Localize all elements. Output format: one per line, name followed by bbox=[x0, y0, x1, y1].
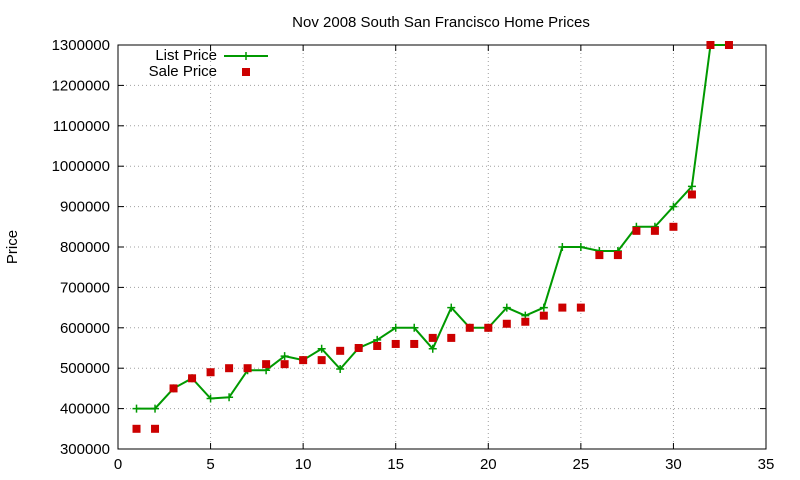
legend-label-sale-price: Sale Price bbox=[149, 63, 217, 80]
list-price-point bbox=[502, 303, 511, 312]
sale-price-point bbox=[669, 222, 678, 231]
list-price-point bbox=[447, 303, 456, 312]
x-tick-label: 35 bbox=[758, 456, 775, 473]
list-price-point bbox=[280, 352, 289, 361]
sale-price-point bbox=[151, 424, 160, 433]
sale-price-point bbox=[687, 190, 696, 199]
sale-price-point bbox=[576, 303, 585, 312]
sale-price-point bbox=[336, 346, 345, 355]
x-tick-label: 30 bbox=[665, 456, 682, 473]
sale-price-point bbox=[243, 364, 252, 373]
list-price-point bbox=[317, 344, 326, 353]
sale-price-point bbox=[650, 226, 659, 235]
list-price-point bbox=[558, 243, 567, 251]
list-price-point bbox=[206, 394, 215, 403]
sale-price-point bbox=[558, 303, 567, 312]
y-tick-label: 600000 bbox=[60, 320, 110, 337]
y-tick-label: 1000000 bbox=[52, 158, 110, 175]
legend-label-list-price: List Price bbox=[155, 47, 217, 64]
sale-price-point bbox=[724, 41, 733, 49]
sale-price-point bbox=[632, 226, 641, 235]
grid-lines bbox=[118, 45, 766, 449]
y-tick-label: 900000 bbox=[60, 199, 110, 216]
list-price-point bbox=[151, 404, 160, 413]
list-price-point bbox=[576, 243, 585, 251]
x-tick-label: 20 bbox=[480, 456, 497, 473]
x-tick-label: 5 bbox=[206, 456, 214, 473]
y-tick-label: 700000 bbox=[60, 279, 110, 296]
list-price-point bbox=[336, 365, 345, 374]
sale-price-point bbox=[280, 360, 289, 369]
list-price-point bbox=[391, 323, 400, 332]
y-tick-label: 400000 bbox=[60, 401, 110, 418]
legend: List Price Sale Price bbox=[149, 47, 268, 80]
x-tick-label: 10 bbox=[295, 456, 312, 473]
list-price-point bbox=[539, 303, 548, 312]
y-tick-label: 300000 bbox=[60, 441, 110, 458]
sale-price-point bbox=[169, 384, 178, 393]
x-tick-label: 0 bbox=[114, 456, 122, 473]
list-price-point bbox=[669, 202, 678, 211]
chart-title: Nov 2008 South San Francisco Home Prices bbox=[292, 14, 590, 31]
sale-price-point bbox=[465, 323, 474, 332]
sale-price-point bbox=[262, 360, 271, 369]
sale-price-point bbox=[317, 356, 326, 365]
sale-price-point bbox=[706, 41, 715, 49]
sale-price-point bbox=[428, 333, 437, 342]
sale-price-point bbox=[613, 251, 622, 260]
list-price-point bbox=[410, 323, 419, 332]
y-tick-label: 500000 bbox=[60, 360, 110, 377]
legend-marker-sale-price bbox=[242, 68, 250, 76]
y-tick-label: 800000 bbox=[60, 239, 110, 256]
sale-price-point bbox=[521, 317, 530, 326]
sale-price-point bbox=[354, 344, 363, 352]
sale-price-point bbox=[225, 364, 234, 373]
list-price-point bbox=[132, 404, 141, 413]
sale-price-point bbox=[484, 323, 493, 332]
sale-price-point bbox=[447, 333, 456, 342]
sale-price-point bbox=[373, 341, 382, 350]
list-price-point bbox=[428, 344, 437, 353]
axis-ticks: 0 5 10 15 20 25 30 35 300000 400000 500000 600000 70… bbox=[52, 37, 775, 473]
x-tick-label: 15 bbox=[387, 456, 404, 473]
y-tick-label: 1300000 bbox=[52, 37, 110, 54]
sale-price-point bbox=[410, 339, 419, 348]
sale-price-point bbox=[595, 251, 604, 260]
sale-price-point bbox=[206, 368, 215, 377]
list-price-point bbox=[225, 393, 234, 402]
sale-price-point bbox=[502, 319, 511, 328]
x-tick-label: 25 bbox=[573, 456, 590, 473]
sale-price-point bbox=[539, 311, 548, 320]
y-axis-label: Price bbox=[4, 230, 21, 264]
y-tick-label: 1100000 bbox=[53, 118, 110, 135]
sale-price-point bbox=[391, 339, 400, 348]
sale-price-point bbox=[299, 356, 308, 365]
sale-price-point bbox=[188, 374, 197, 383]
data-series bbox=[132, 41, 733, 433]
y-tick-label: 1200000 bbox=[52, 77, 110, 94]
list-price-point bbox=[687, 182, 696, 191]
legend-marker-list-price bbox=[242, 52, 250, 60]
sale-price-point bbox=[132, 424, 141, 433]
